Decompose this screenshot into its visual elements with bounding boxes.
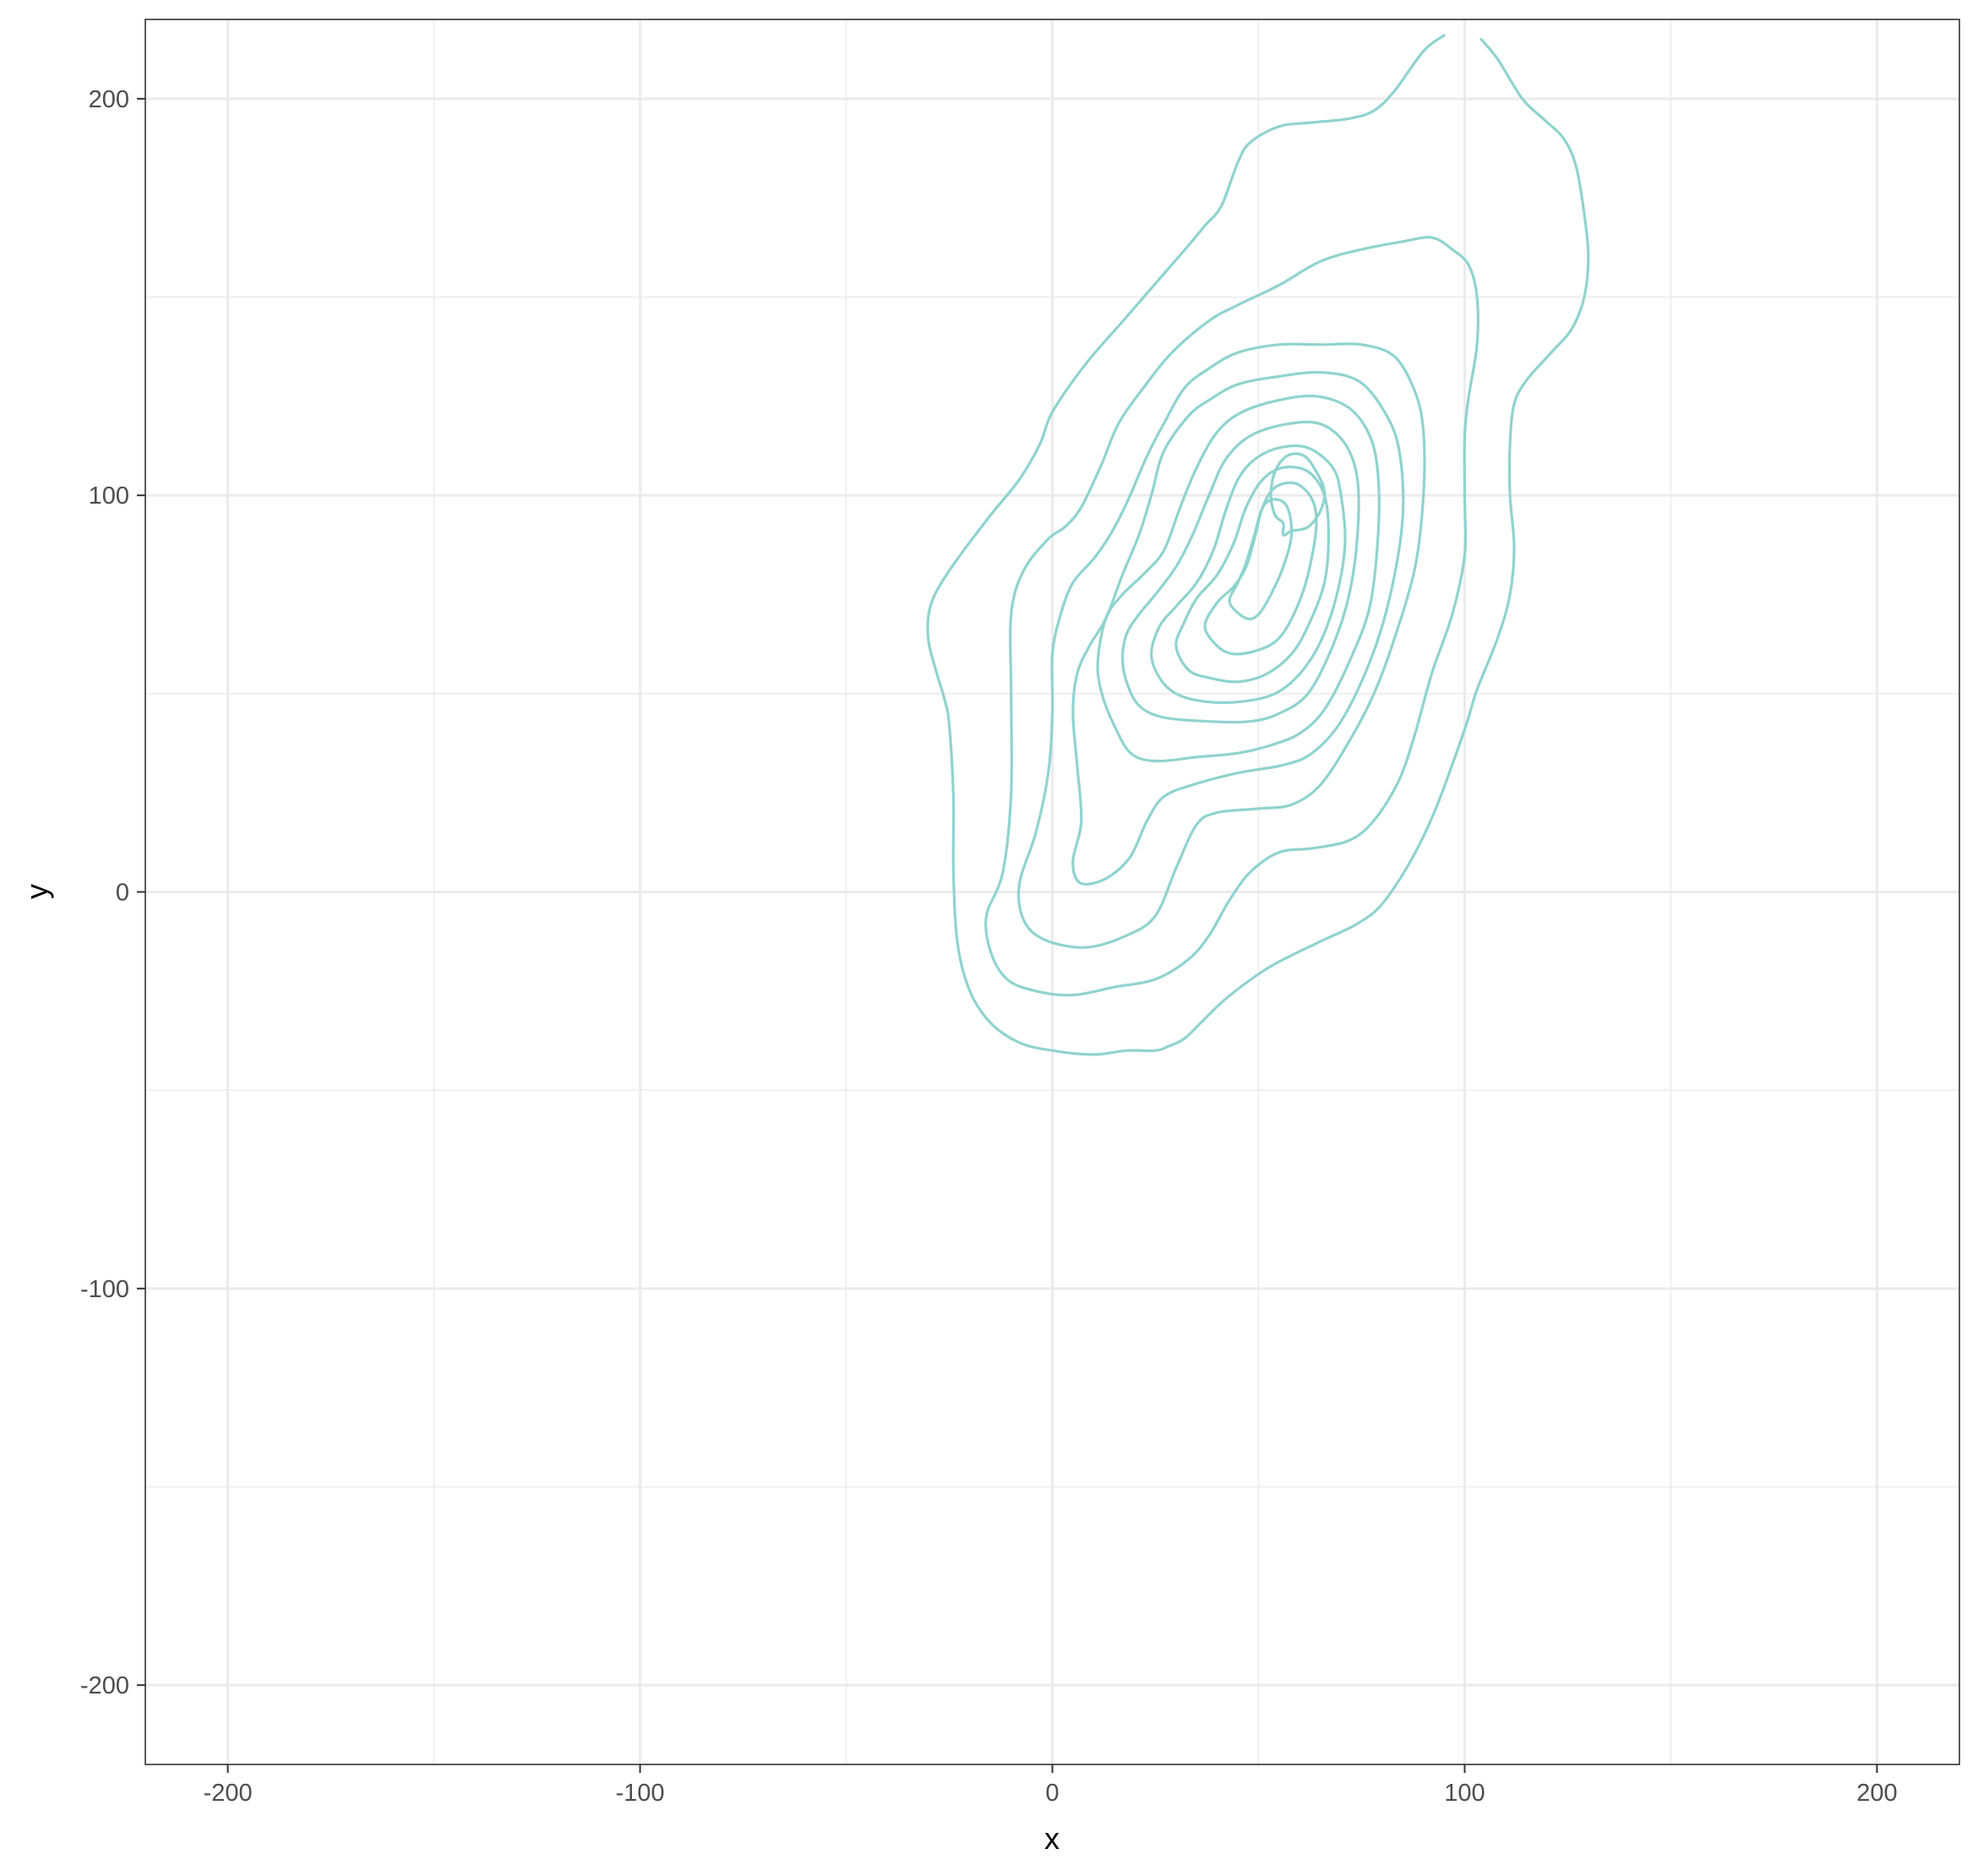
y-tick-label: 0 [116,880,129,907]
x-tick-label: -100 [616,1780,665,1807]
y-tick-label: 200 [89,86,129,113]
x-axis-ticks: -200 -100 0 100 200 [204,1764,1898,1807]
x-tick-label: -200 [204,1780,253,1807]
contour-line-level-10 [1228,498,1294,621]
major-gridlines [145,19,1959,1764]
y-tick-label: -200 [80,1672,129,1699]
x-axis-title: x [1044,1821,1060,1856]
contour-line-level-7 [1150,444,1347,704]
y-axis-title: y [19,884,54,899]
y-tick-label: -100 [80,1276,129,1303]
x-tick-label: 0 [1045,1780,1059,1807]
density-contours [926,34,1590,1056]
contour-line-level-3 [1016,342,1426,949]
contour-line-level-6 [1120,420,1360,724]
contour-line-level-4 [1071,370,1405,886]
contour-line-level-2 [984,236,1479,997]
contour-line-level-1 [926,34,1590,1056]
y-tick-label: 100 [89,483,129,510]
contour-line-level-5 [1096,394,1381,763]
x-tick-label: 100 [1444,1780,1485,1807]
contour-line-level-11 [1269,452,1327,537]
y-axis-ticks: 200 100 0 -100 -200 [80,86,145,1699]
x-tick-label: 200 [1856,1780,1897,1807]
